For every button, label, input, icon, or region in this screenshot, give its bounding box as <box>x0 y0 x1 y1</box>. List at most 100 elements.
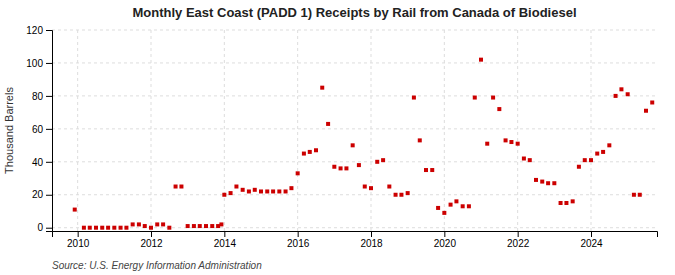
point <box>241 188 245 192</box>
tick-label: 20 <box>32 189 44 200</box>
point <box>222 193 226 197</box>
tick-mark <box>151 231 152 237</box>
point <box>577 165 581 169</box>
point <box>381 158 385 162</box>
tick-mark <box>518 231 519 237</box>
tick: 20 <box>32 189 52 200</box>
tick-mark <box>46 195 52 196</box>
point <box>571 199 575 203</box>
tick: 60 <box>32 124 52 135</box>
tick-label: 2014 <box>214 238 237 249</box>
tick: 2022 <box>507 231 530 249</box>
grid-line <box>371 30 372 231</box>
point <box>339 166 343 170</box>
point <box>522 157 526 161</box>
point <box>88 226 92 230</box>
point <box>161 222 165 226</box>
grid-line <box>297 30 298 231</box>
point <box>442 211 446 215</box>
point <box>528 158 532 162</box>
point <box>497 107 501 111</box>
point <box>552 181 556 185</box>
point <box>485 142 489 146</box>
point <box>589 158 593 162</box>
point <box>418 138 422 142</box>
point <box>546 181 550 185</box>
point <box>155 222 159 226</box>
point <box>106 226 110 230</box>
tick-label: 60 <box>32 124 44 135</box>
point <box>509 140 513 144</box>
point <box>632 193 636 197</box>
point <box>179 185 183 189</box>
point <box>516 142 520 146</box>
point <box>369 186 373 190</box>
point <box>308 150 312 154</box>
point <box>100 226 104 230</box>
tick-mark <box>78 231 79 237</box>
tick-mark <box>46 30 52 31</box>
point <box>124 226 128 230</box>
tick-label: 0 <box>37 222 43 233</box>
tick: 40 <box>32 157 52 168</box>
tick-mark <box>591 231 592 237</box>
point <box>504 138 508 142</box>
tick-mark <box>46 63 52 64</box>
point <box>198 224 202 228</box>
point <box>564 201 568 205</box>
point <box>479 58 483 62</box>
point <box>394 193 398 197</box>
point <box>119 226 123 230</box>
grid-line <box>444 30 445 231</box>
axis-line <box>53 232 658 238</box>
point <box>247 189 251 193</box>
x-axis: 20102012201420162018202020222024 <box>53 231 658 249</box>
grid-line <box>224 30 225 231</box>
point <box>277 189 281 193</box>
point <box>73 208 77 212</box>
tick-mark <box>371 231 372 237</box>
tick-label: 2024 <box>580 238 603 249</box>
point <box>289 186 293 190</box>
tick-label: 120 <box>26 25 43 36</box>
point <box>351 143 355 147</box>
point <box>82 226 86 230</box>
point <box>449 203 453 207</box>
tick-label: 80 <box>32 91 44 102</box>
tick-mark <box>46 228 52 229</box>
tick: 2010 <box>67 231 90 249</box>
tick-mark <box>46 129 52 130</box>
point <box>167 226 171 230</box>
point <box>424 168 428 172</box>
point <box>491 96 495 100</box>
point <box>344 166 348 170</box>
grid-line <box>52 194 657 195</box>
point <box>644 109 648 113</box>
tick: 100 <box>26 58 52 69</box>
point <box>363 185 367 189</box>
tick-label: 2010 <box>67 238 90 249</box>
point <box>559 201 563 205</box>
point <box>94 226 98 230</box>
point <box>473 96 477 100</box>
points <box>73 58 655 230</box>
point <box>271 189 275 193</box>
chart: 2010201220142016201820202022202402040608… <box>0 0 675 275</box>
point <box>607 143 611 147</box>
grid-line <box>591 30 592 231</box>
point <box>149 226 153 230</box>
point <box>406 191 410 195</box>
tick: 2014 <box>214 231 237 249</box>
point <box>234 185 238 189</box>
point <box>265 189 269 193</box>
point <box>284 189 288 193</box>
point <box>259 189 263 193</box>
point <box>186 224 190 228</box>
grid <box>52 30 657 231</box>
annotation: Source: U.S. Energy Information Administ… <box>52 260 262 271</box>
point <box>174 185 178 189</box>
grid-line <box>52 227 657 228</box>
point <box>399 193 403 197</box>
point <box>387 185 391 189</box>
grid-line <box>52 62 657 63</box>
